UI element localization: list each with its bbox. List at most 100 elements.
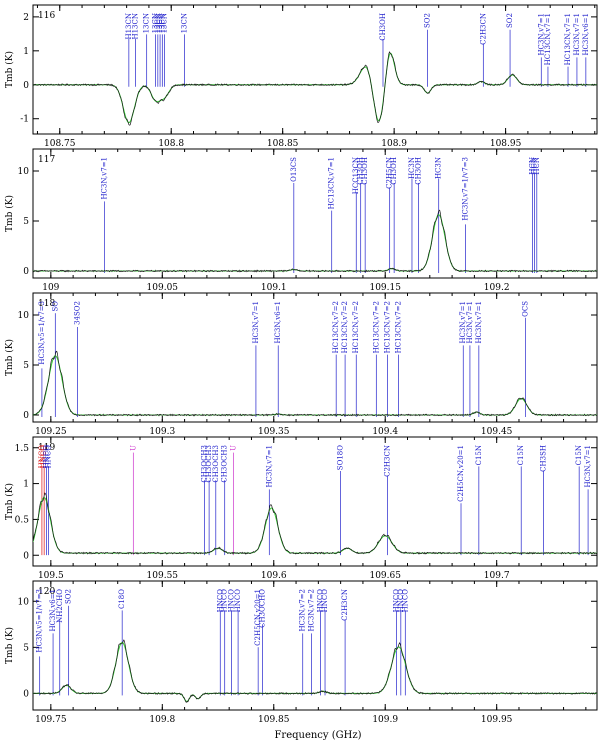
line-marker-label: C15N	[517, 445, 525, 465]
observed-spectrum	[33, 350, 597, 417]
y-tick-label: 0	[23, 411, 29, 421]
line-marker-label: CH3OH	[415, 157, 423, 185]
x-tick-label: 108.75	[44, 139, 76, 149]
x-tick-label: 109.8	[149, 715, 175, 725]
x-tick-label: 109.9	[372, 715, 398, 725]
line-marker-label: HC3N,v7=1/v7=3	[461, 157, 469, 221]
line-marker-label: HNCO	[40, 445, 48, 469]
x-tick-label: 109.35	[258, 427, 290, 437]
x-tick-label: 109.7	[484, 571, 510, 581]
line-marker-label: HC3N,v7=1	[475, 301, 483, 344]
x-tick-label: 109.75	[35, 715, 67, 725]
x-tick-label: 109.25	[35, 427, 67, 437]
line-marker-label: 13CN	[181, 13, 189, 33]
line-marker-label: 13CN	[161, 13, 169, 33]
panel-frame	[32, 292, 598, 423]
line-marker-label: 13CN	[143, 13, 151, 33]
line-marker-label: 13CN	[152, 13, 160, 33]
y-tick-label: 10	[18, 311, 30, 321]
x-tick-label: 109.1	[261, 283, 287, 293]
panel-number: 120	[38, 587, 55, 597]
y-tick-label: 10	[18, 597, 30, 607]
x-tick-label: 109.6	[261, 571, 287, 581]
line-marker-label: HC13CN,v7=2	[341, 301, 349, 353]
line-marker-label: HNCO	[401, 589, 409, 613]
line-marker-label: HC3N,v7=1	[537, 13, 545, 56]
line-marker-label: HC3N,v7=1	[459, 301, 467, 344]
plot-area	[33, 29, 597, 126]
x-tick-label: 109.45	[481, 427, 513, 437]
x-tick-label: 109	[42, 283, 59, 293]
line-marker-label: SO2	[65, 589, 73, 604]
y-tick-label: 5	[23, 361, 29, 371]
line-marker-label: HNCO	[234, 589, 242, 613]
x-tick-label: 109.65	[369, 571, 401, 581]
x-tick-label: 108.95	[490, 139, 522, 149]
line-marker-label: SO2	[506, 13, 514, 28]
y-tick-label: 1	[23, 480, 29, 490]
x-axis-label: Frequency (GHz)	[274, 730, 361, 741]
line-marker-label: HC3N,v7=1	[584, 445, 592, 488]
line-marker-label: SO2	[424, 13, 432, 28]
line-marker-label: HC3N,v7=1	[265, 445, 273, 488]
line-marker-label: HC13CN,v7=1	[564, 13, 572, 65]
line-marker-label: C2H3CN	[479, 13, 487, 45]
line-marker-label: HCC13CN	[352, 157, 360, 194]
panel-number: 119	[38, 443, 55, 453]
line-marker-label: HC13CN,v7=1	[328, 157, 336, 209]
model-spectrum	[33, 52, 597, 124]
line-marker-label: SO	[51, 301, 59, 312]
line-marker-label: HNCO	[221, 589, 229, 613]
line-marker-label: NH2CHO	[56, 589, 64, 623]
y-tick-label: 0	[23, 689, 29, 699]
x-tick-label: 109.85	[258, 715, 290, 725]
line-marker-label: 13CN	[158, 13, 166, 33]
line-marker-label: C18O	[118, 589, 126, 609]
y-tick-label: 2	[23, 13, 29, 23]
plot-area	[33, 452, 597, 556]
panels-group: 116 Tmb (K) 108.75 108.8 108.85 108.9 108.95 -1…	[4, 4, 598, 725]
plot-area	[33, 313, 597, 417]
line-marker-label: H13CN	[125, 13, 133, 40]
y-tick-label: 1.5	[15, 444, 30, 454]
panel-116: 116 Tmb (K) 108.75 108.8 108.85 108.9 108.95 -1…	[4, 4, 598, 149]
y-axis-label: Tmb (K)	[4, 627, 15, 664]
line-marker-label: CH3OH	[361, 157, 369, 185]
y-axis-label: Tmb (K)	[4, 483, 15, 520]
line-marker-label: CH3SH	[539, 445, 547, 472]
panel-number: 118	[38, 299, 55, 309]
y-tick-label: 5	[23, 217, 29, 227]
model-spectrum	[33, 214, 597, 272]
line-marker-label: HC3N,v5=1/v7=3	[38, 301, 46, 365]
y-axis-label: Tmb (K)	[4, 195, 15, 232]
panel-120: 120 Tmb (K) 109.75 109.8 109.85 109.9 109.95 0 5…	[4, 580, 598, 725]
panel-117: 117 Tmb (K) 109 109.05 109.1 109.15 109.2 0 5 10 H…	[4, 148, 598, 293]
line-marker-label: HNCO	[397, 589, 405, 613]
line-marker-label: HNCO	[321, 589, 329, 613]
y-tick-label: 5	[23, 643, 29, 653]
line-marker-label: H13CN	[132, 13, 140, 40]
line-marker-label: CH3OH	[379, 13, 387, 41]
line-marker-label: CH3OH	[390, 157, 398, 185]
y-tick-label: 0	[23, 267, 29, 277]
y-axis-label: Tmb (K)	[4, 51, 15, 88]
line-marker-label: HNCO	[227, 589, 235, 613]
line-marker-label: HC3N	[435, 157, 443, 179]
x-tick-label: 108.8	[158, 139, 184, 149]
line-marker-label: HC3N,v7=2	[299, 589, 307, 632]
line-marker-label: HNCO	[42, 445, 50, 469]
line-marker-label: 13CN	[154, 13, 162, 33]
line-marker-label: HC3N,v7=1	[100, 157, 108, 200]
x-tick-label: 109.95	[481, 715, 513, 725]
line-marker-label: C15N	[575, 445, 583, 465]
line-marker-label: HC3N,v6=1	[274, 301, 282, 344]
line-marker-label: CH3OCH3	[205, 445, 213, 483]
line-marker-label: HC3N,v7=1	[466, 301, 474, 344]
x-tick-label: 109.2	[484, 283, 510, 293]
observed-spectrum	[33, 51, 597, 126]
panel-118: 118 Tmb (K) 109.25 109.3 109.35 109.4 109.45 0 5…	[4, 292, 598, 437]
panel-119: 119 Tmb (K) 109.5 109.55 109.6 109.65 109.7 0 0.…	[4, 436, 598, 581]
y-tick-label: 1	[23, 47, 29, 57]
line-marker-label: C2H3CN	[383, 445, 391, 477]
line-marker-label: CH3OCHO	[259, 589, 267, 628]
